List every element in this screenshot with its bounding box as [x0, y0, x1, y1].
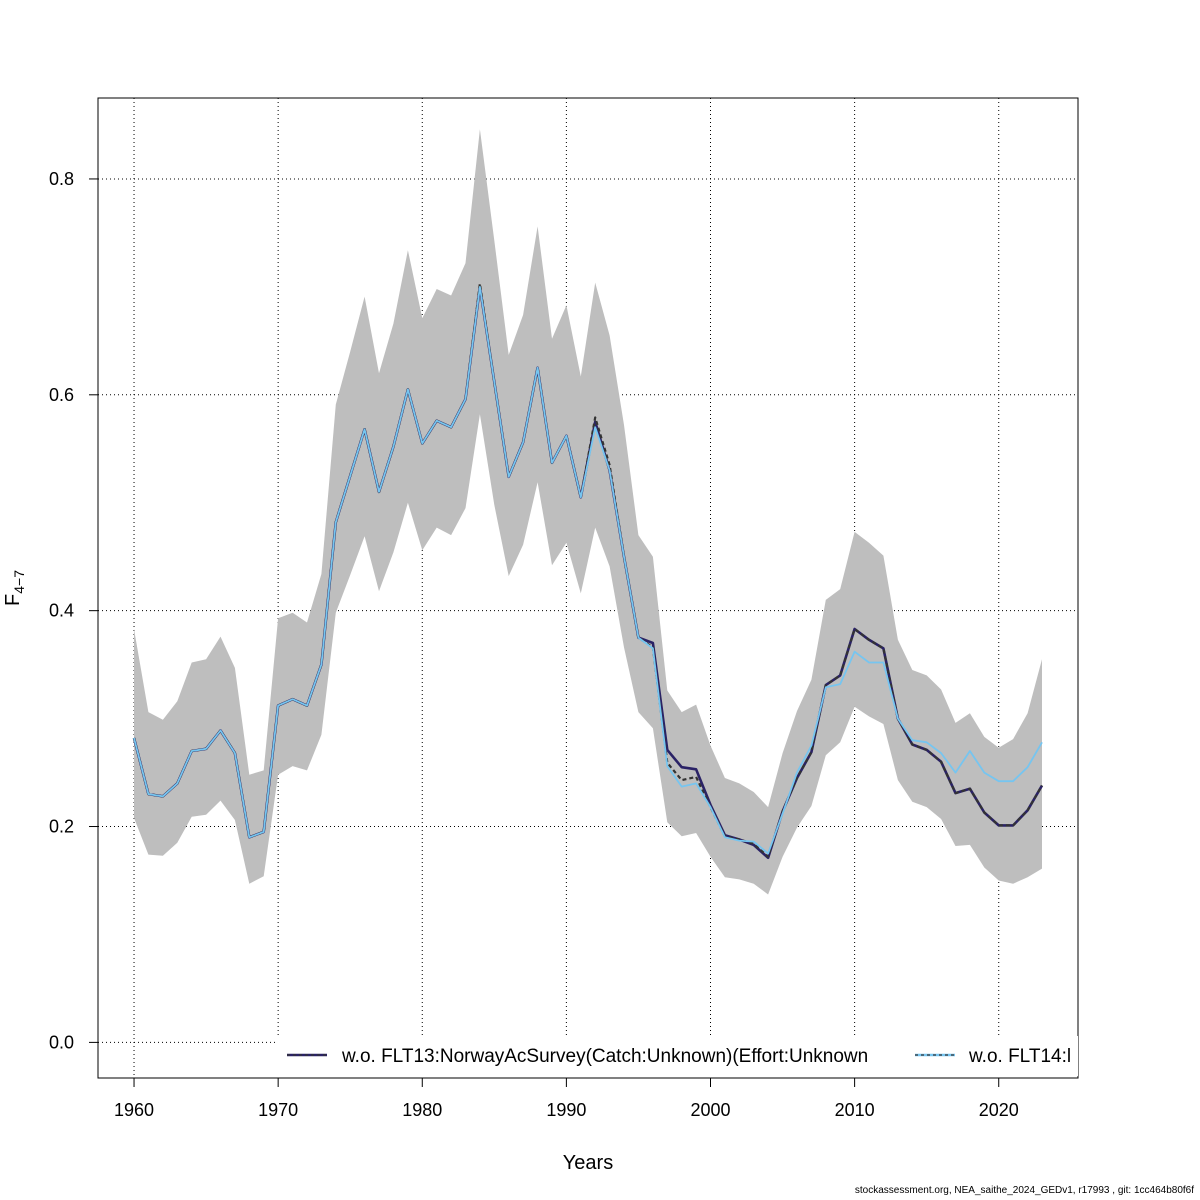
y-tick-label: 0.2 [49, 817, 74, 837]
footer-credit: stockassessment.org, NEA_saithe_2024_GED… [854, 1185, 1194, 1196]
series-layer [132, 282, 1044, 860]
y-tick-label: 0.6 [49, 385, 74, 405]
grid-lines [98, 98, 1078, 1078]
x-tick-label: 1970 [258, 1100, 298, 1120]
confidence-band [134, 129, 1042, 895]
x-tick-label: 2000 [690, 1100, 730, 1120]
y-tick-label: 0.4 [49, 601, 74, 621]
confidence-band-layer [134, 129, 1042, 895]
x-tick-label: 1960 [114, 1100, 154, 1120]
y-tick-label: 0.8 [49, 169, 74, 189]
x-tick-label: 2020 [979, 1100, 1019, 1120]
legend: w.o. FLT13:NorwayAcSurvey(Catch:Unknown)… [276, 1036, 1078, 1076]
y-axis-title-main: F [2, 594, 24, 606]
legend-label-2: w.o. FLT14:l [968, 1046, 1071, 1067]
y-tick-label: 0.0 [49, 1032, 74, 1052]
x-tick-label: 1980 [402, 1100, 442, 1120]
x-axis-title: Years [563, 1152, 613, 1174]
y-axis: 0.0 0.2 0.4 0.6 0.8 [49, 169, 98, 1052]
y-axis-title: F4−7 [2, 570, 27, 606]
legend-items: w.o. FLT13:NorwayAcSurvey(Catch:Unknown)… [287, 1046, 1071, 1067]
y-axis-title-sub: 4−7 [11, 570, 27, 594]
series-line-2 [133, 285, 1043, 855]
x-tick-label: 1990 [546, 1100, 586, 1120]
plot-frame [97, 97, 1079, 1079]
legend-label-1: w.o. FLT13:NorwayAcSurvey(Catch:Unknown)… [341, 1046, 868, 1067]
x-axis: 1960 1970 1980 1990 2000 2010 2020 [114, 1078, 1019, 1120]
x-tick-label: 2010 [835, 1100, 875, 1120]
